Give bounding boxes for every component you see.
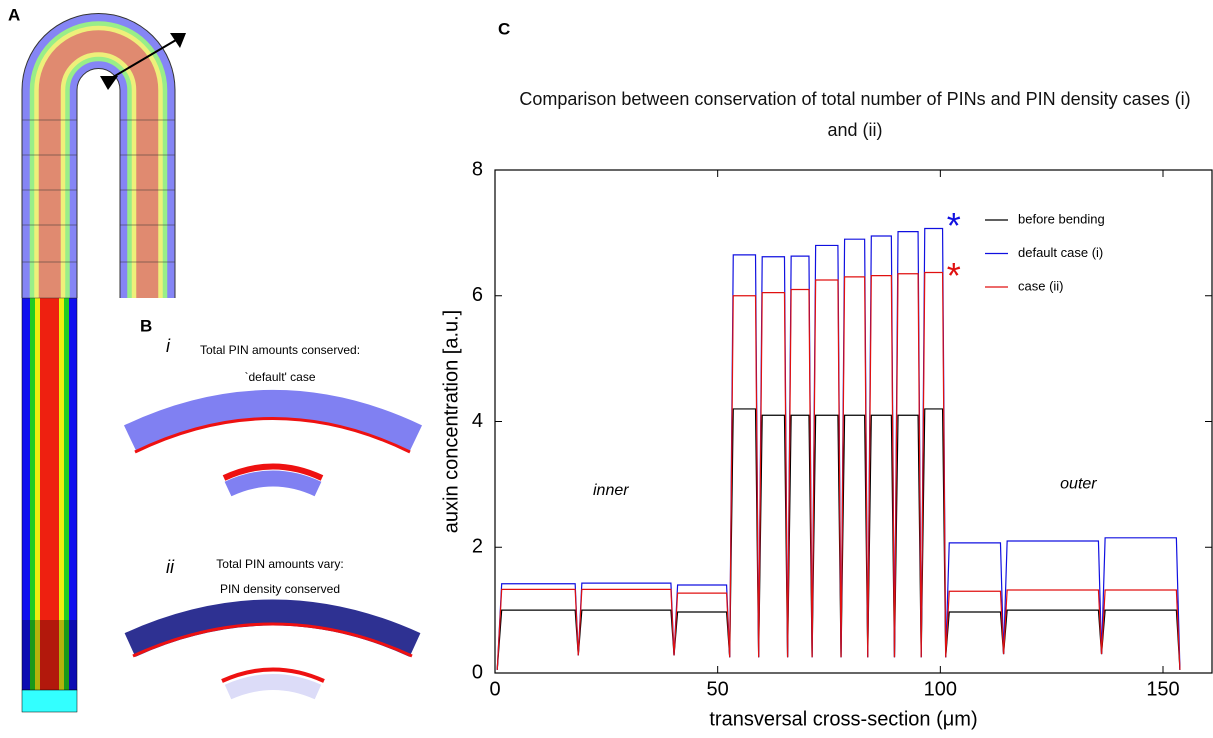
x-tick-label: 50 xyxy=(707,678,729,700)
y-axis-label: auxin concentration [a.u.] xyxy=(440,310,462,533)
y-tick-label: 8 xyxy=(472,158,483,180)
x-tick-label: 0 xyxy=(489,678,500,700)
pin-layer xyxy=(132,622,413,658)
data-line xyxy=(496,408,1181,670)
panel-label: C xyxy=(498,19,510,38)
legend-label: before bending xyxy=(1018,211,1105,226)
chart: 0 2 4 6 8 0 50 100 150 transversal cross-section … xyxy=(440,158,1213,730)
y-tick-label: 4 xyxy=(472,410,483,432)
y-tick-label: 6 xyxy=(472,284,483,306)
cell-wall xyxy=(224,674,322,700)
pin-layer xyxy=(134,417,411,454)
legend-label: case (ii) xyxy=(1018,278,1064,293)
case-text: `default' case xyxy=(245,370,316,384)
x-tick-label: 100 xyxy=(924,678,957,700)
case-label: ii xyxy=(166,557,175,577)
legend-label: default case (i) xyxy=(1018,245,1103,260)
case-label: i xyxy=(166,336,171,356)
y-tick-label: 0 xyxy=(472,661,483,683)
x-tick-label: 150 xyxy=(1146,678,1179,700)
pin-layer xyxy=(222,463,324,481)
chart-title: Comparison between conservation of total… xyxy=(519,89,1191,140)
tissue-diagram xyxy=(21,13,186,713)
pin-layer xyxy=(221,667,325,683)
data-line xyxy=(496,271,1181,670)
x-axis-label: transversal cross-section (μm) xyxy=(709,708,977,730)
asterisk: * xyxy=(947,255,961,296)
region-label: inner xyxy=(593,482,629,499)
case-text: PIN density conserved xyxy=(220,582,340,596)
cell-wall xyxy=(123,390,423,451)
panel-label: B xyxy=(140,316,152,335)
panel-label: A xyxy=(8,5,20,24)
cell-wall xyxy=(224,470,322,497)
y-tick-label: 2 xyxy=(472,536,483,558)
region-label: outer xyxy=(1060,476,1097,493)
case-text: Total PIN amounts vary: xyxy=(216,557,343,571)
case-text: Total PIN amounts conserved: xyxy=(200,343,360,357)
cell-wall xyxy=(124,599,421,657)
asterisk: * xyxy=(947,205,961,246)
